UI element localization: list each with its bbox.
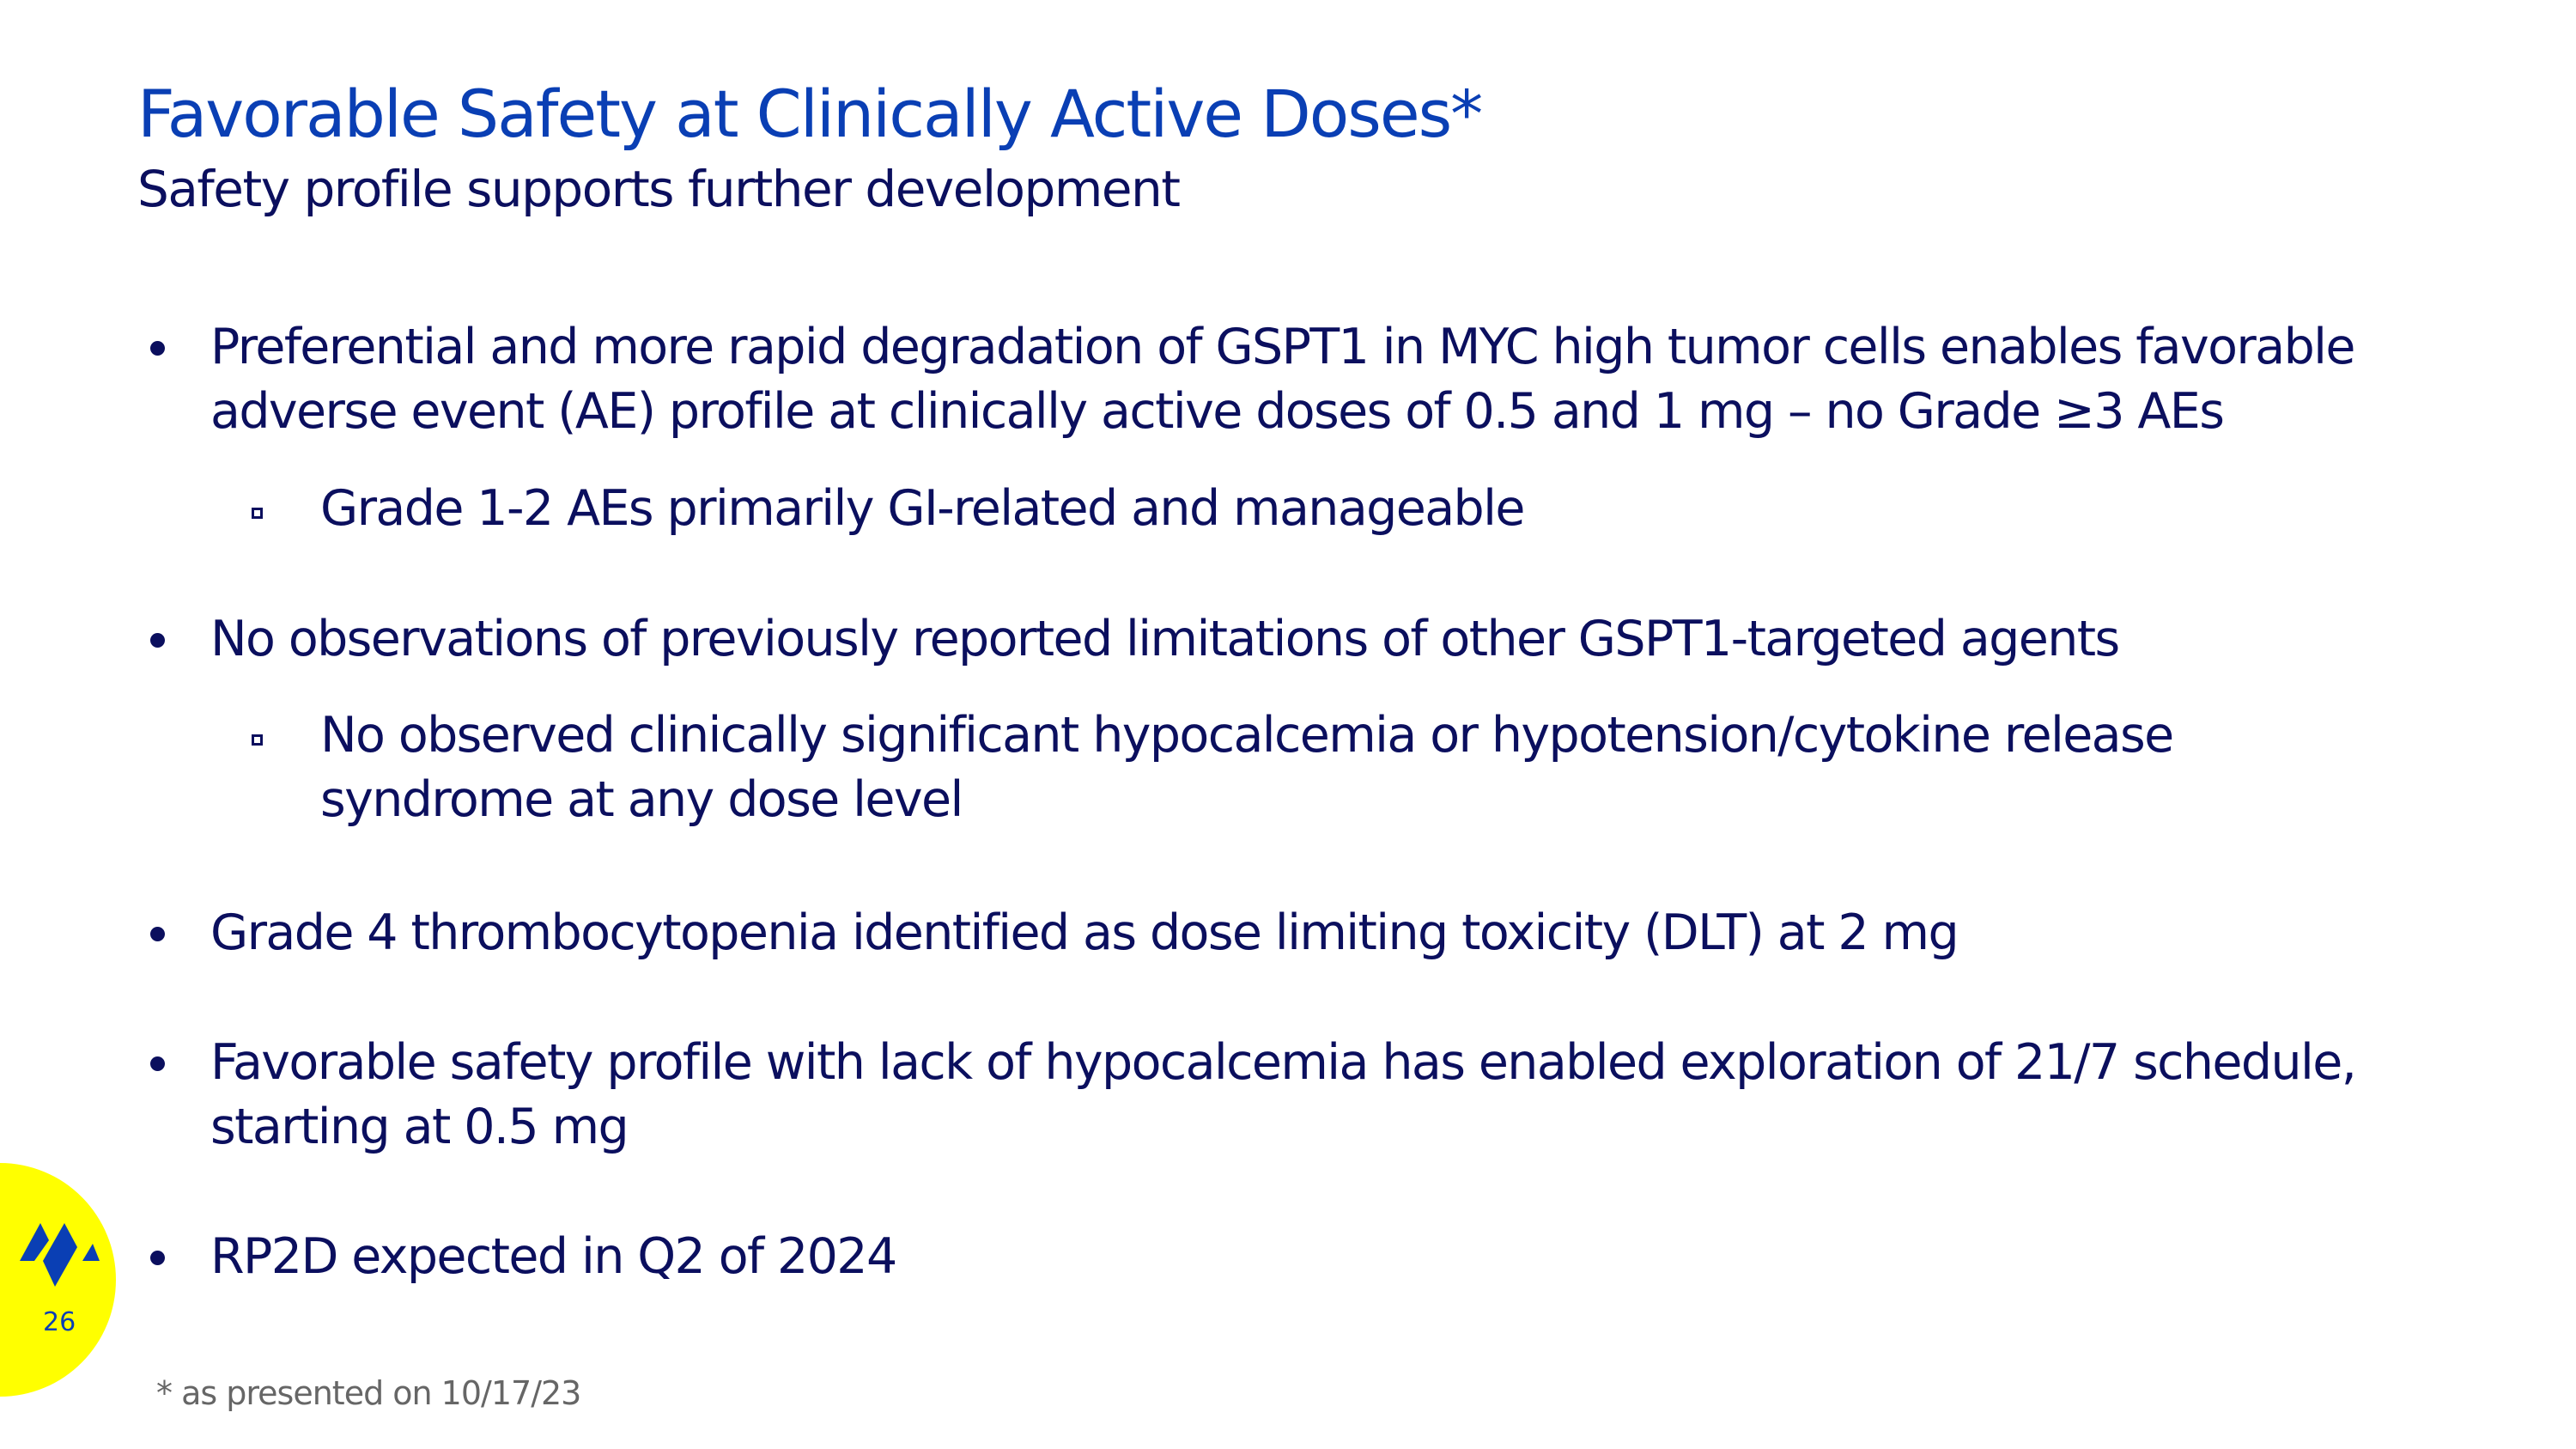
sub-bullet-text: No observed clinically significant hypoc…	[320, 707, 2174, 764]
bullet-dot-icon	[150, 341, 165, 356]
company-logo-icon	[20, 1223, 100, 1287]
slide-title: Favorable Safety at Clinically Active Do…	[137, 76, 1483, 152]
bullet-text: Favorable safety profile with lack of hy…	[210, 1034, 2357, 1091]
bullet-dot-icon	[150, 927, 165, 941]
sub-bullet-1: Grade 1-2 AEs primarily GI-related and m…	[252, 477, 1525, 541]
sub-bullet-text: Grade 1-2 AEs primarily GI-related and m…	[320, 480, 1525, 537]
bullet-1: Preferential and more rapid degradation …	[150, 315, 2355, 444]
bullet-text: starting at 0.5 mg	[210, 1099, 629, 1155]
bullet-text: adverse event (AE) profile at clinically…	[210, 383, 2225, 440]
sub-bullet-2: No observed clinically significant hypoc…	[252, 703, 2174, 832]
square-bullet-icon	[252, 734, 263, 746]
bullet-5: RP2D expected in Q2 of 2024	[150, 1225, 897, 1289]
bullet-text: No observations of previously reported l…	[210, 611, 2120, 667]
bullet-dot-icon	[150, 633, 165, 648]
sub-bullet-text: syndrome at any dose level	[320, 771, 963, 828]
footnote: * as presented on 10/17/23	[156, 1374, 581, 1412]
bullet-2: No observations of previously reported l…	[150, 607, 2120, 672]
bullet-3: Grade 4 thrombocytopenia identified as d…	[150, 901, 1959, 965]
bullet-dot-icon	[150, 1251, 165, 1265]
bullet-text: RP2D expected in Q2 of 2024	[210, 1228, 897, 1285]
bullet-dot-icon	[150, 1056, 165, 1071]
page-number: 26	[43, 1307, 76, 1337]
square-bullet-icon	[252, 508, 263, 519]
bullet-text: Grade 4 thrombocytopenia identified as d…	[210, 904, 1959, 961]
bullet-text: Preferential and more rapid degradation …	[210, 319, 2355, 375]
bullet-4: Favorable safety profile with lack of hy…	[150, 1031, 2357, 1160]
slide-subtitle: Safety profile supports further developm…	[137, 160, 1181, 218]
